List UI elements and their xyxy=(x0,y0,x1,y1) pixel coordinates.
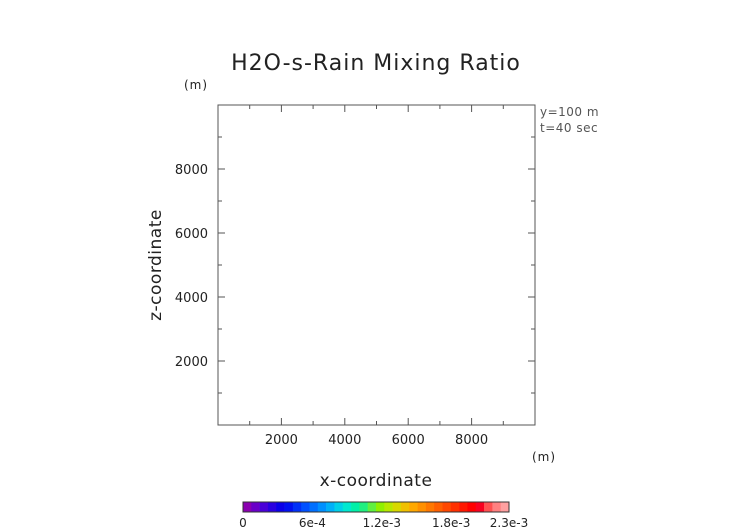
colorbar-swatch xyxy=(425,502,435,512)
colorbar-swatch xyxy=(450,502,460,512)
colorbar-swatch xyxy=(500,502,510,512)
colorbar-tick-label: 6e-4 xyxy=(299,516,326,530)
colorbar-tick-label: 2.3e-3 xyxy=(490,516,528,530)
plot-area xyxy=(217,104,536,426)
y-tick-label: 2000 xyxy=(175,355,208,370)
y-tick-label: 8000 xyxy=(175,163,208,178)
colorbar-swatch xyxy=(484,502,493,512)
x-axis-title: x-coordinate xyxy=(320,471,433,491)
colorbar-swatch xyxy=(492,502,501,512)
colorbar-swatch xyxy=(259,502,269,512)
colorbar-swatch xyxy=(392,502,402,512)
colorbar-swatch xyxy=(367,502,377,512)
colorbar-tick-label: 1.2e-3 xyxy=(363,516,401,530)
colorbar-swatch xyxy=(301,502,310,512)
colorbar-swatch xyxy=(459,502,468,512)
colorbar-swatch xyxy=(400,502,410,512)
colorbar-swatch xyxy=(334,502,344,512)
y-tick-label: 4000 xyxy=(175,291,208,306)
y-axis: 2000 4000 6000 8000 xyxy=(175,136,535,394)
colorbar-swatch xyxy=(267,502,277,512)
colorbar-swatch xyxy=(384,502,393,512)
colorbar-swatch xyxy=(417,502,427,512)
colorbar-swatch xyxy=(292,502,302,512)
colorbar: 0 6e-4 1.2e-3 1.8e-3 2.3e-3 xyxy=(239,501,528,530)
colorbar-swatch xyxy=(276,502,285,512)
colorbar-swatch xyxy=(309,502,319,512)
colorbar-swatch xyxy=(376,502,385,512)
colorbar-swatch xyxy=(342,502,352,512)
chart-title: H2O-s-Rain Mixing Ratio xyxy=(231,51,521,76)
colorbar-swatch xyxy=(317,502,327,512)
colorbar-swatch xyxy=(409,502,418,512)
colorbar-swatch xyxy=(326,502,335,512)
colorbar-swatch xyxy=(351,502,360,512)
colorbar-tick-label: 1.8e-3 xyxy=(432,516,470,530)
annotation-y-position: y=100 m xyxy=(540,105,599,119)
annotation-time: t=40 sec xyxy=(540,121,598,135)
colorbar-swatch xyxy=(284,502,294,512)
colorbar-swatch xyxy=(467,502,477,512)
colorbar-frame xyxy=(242,501,510,513)
colorbar-swatch xyxy=(434,502,443,512)
x-axis: 2000 4000 6000 8000 xyxy=(249,105,504,448)
x-tick-label: 6000 xyxy=(392,433,425,448)
colorbar-tick-label: 0 xyxy=(239,516,247,530)
y-axis-unit: (m) xyxy=(184,78,208,92)
colorbar-swatch xyxy=(475,502,485,512)
colorbar-swatch xyxy=(243,502,252,512)
y-axis-title: z-coordinate xyxy=(146,209,166,321)
colorbar-swatch xyxy=(359,502,368,512)
x-axis-unit: (m) xyxy=(532,450,556,464)
x-tick-label: 8000 xyxy=(455,433,488,448)
x-tick-label: 2000 xyxy=(265,433,298,448)
x-tick-label: 4000 xyxy=(328,433,361,448)
y-tick-label: 6000 xyxy=(175,227,208,242)
colorbar-swatch xyxy=(442,502,452,512)
colorbar-swatch xyxy=(251,502,260,512)
